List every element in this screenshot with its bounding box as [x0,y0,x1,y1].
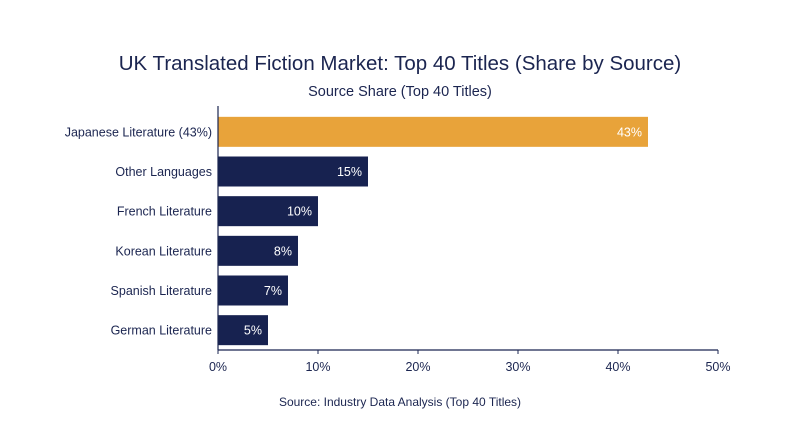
bar-value-label: 15% [337,165,362,179]
x-tick-label: 20% [405,360,430,374]
bar-value-label: 5% [244,324,262,338]
x-tick-label: 40% [605,360,630,374]
x-tick-label: 50% [705,360,730,374]
category-label: German Literature [111,324,212,338]
category-label: Korean Literature [115,244,212,258]
bar-value-label: 43% [617,125,642,139]
bar-2 [218,196,318,227]
category-label: Spanish Literature [111,284,213,298]
x-tick-label: 10% [305,360,330,374]
x-tick-label: 0% [209,360,227,374]
category-label: Other Languages [115,165,212,179]
bar-5 [218,315,268,346]
source-note: Source: Industry Data Analysis (Top 40 T… [278,395,522,409]
bars-layer: 43% 15% 10% 8% 7% 5% [218,116,648,346]
chart-subtitle: Source Share (Top 40 Titles) [308,84,492,100]
bar-value-label: 7% [264,284,282,298]
category-label: Japanese Literature (43%) [65,125,212,139]
category-label: French Literature [117,205,212,219]
x-tick-label: 30% [505,360,530,374]
bar-value-label: 8% [274,244,292,258]
axes: Japanese Literature (43%) Other Languages… [65,106,731,374]
bar-3 [218,235,298,266]
chart-title: UK Translated Fiction Market: Top 40 Tit… [118,52,682,75]
bar-1 [218,156,368,187]
bar-4 [218,275,288,306]
bar-0 [218,116,648,147]
bar-value-label: 10% [287,205,312,219]
